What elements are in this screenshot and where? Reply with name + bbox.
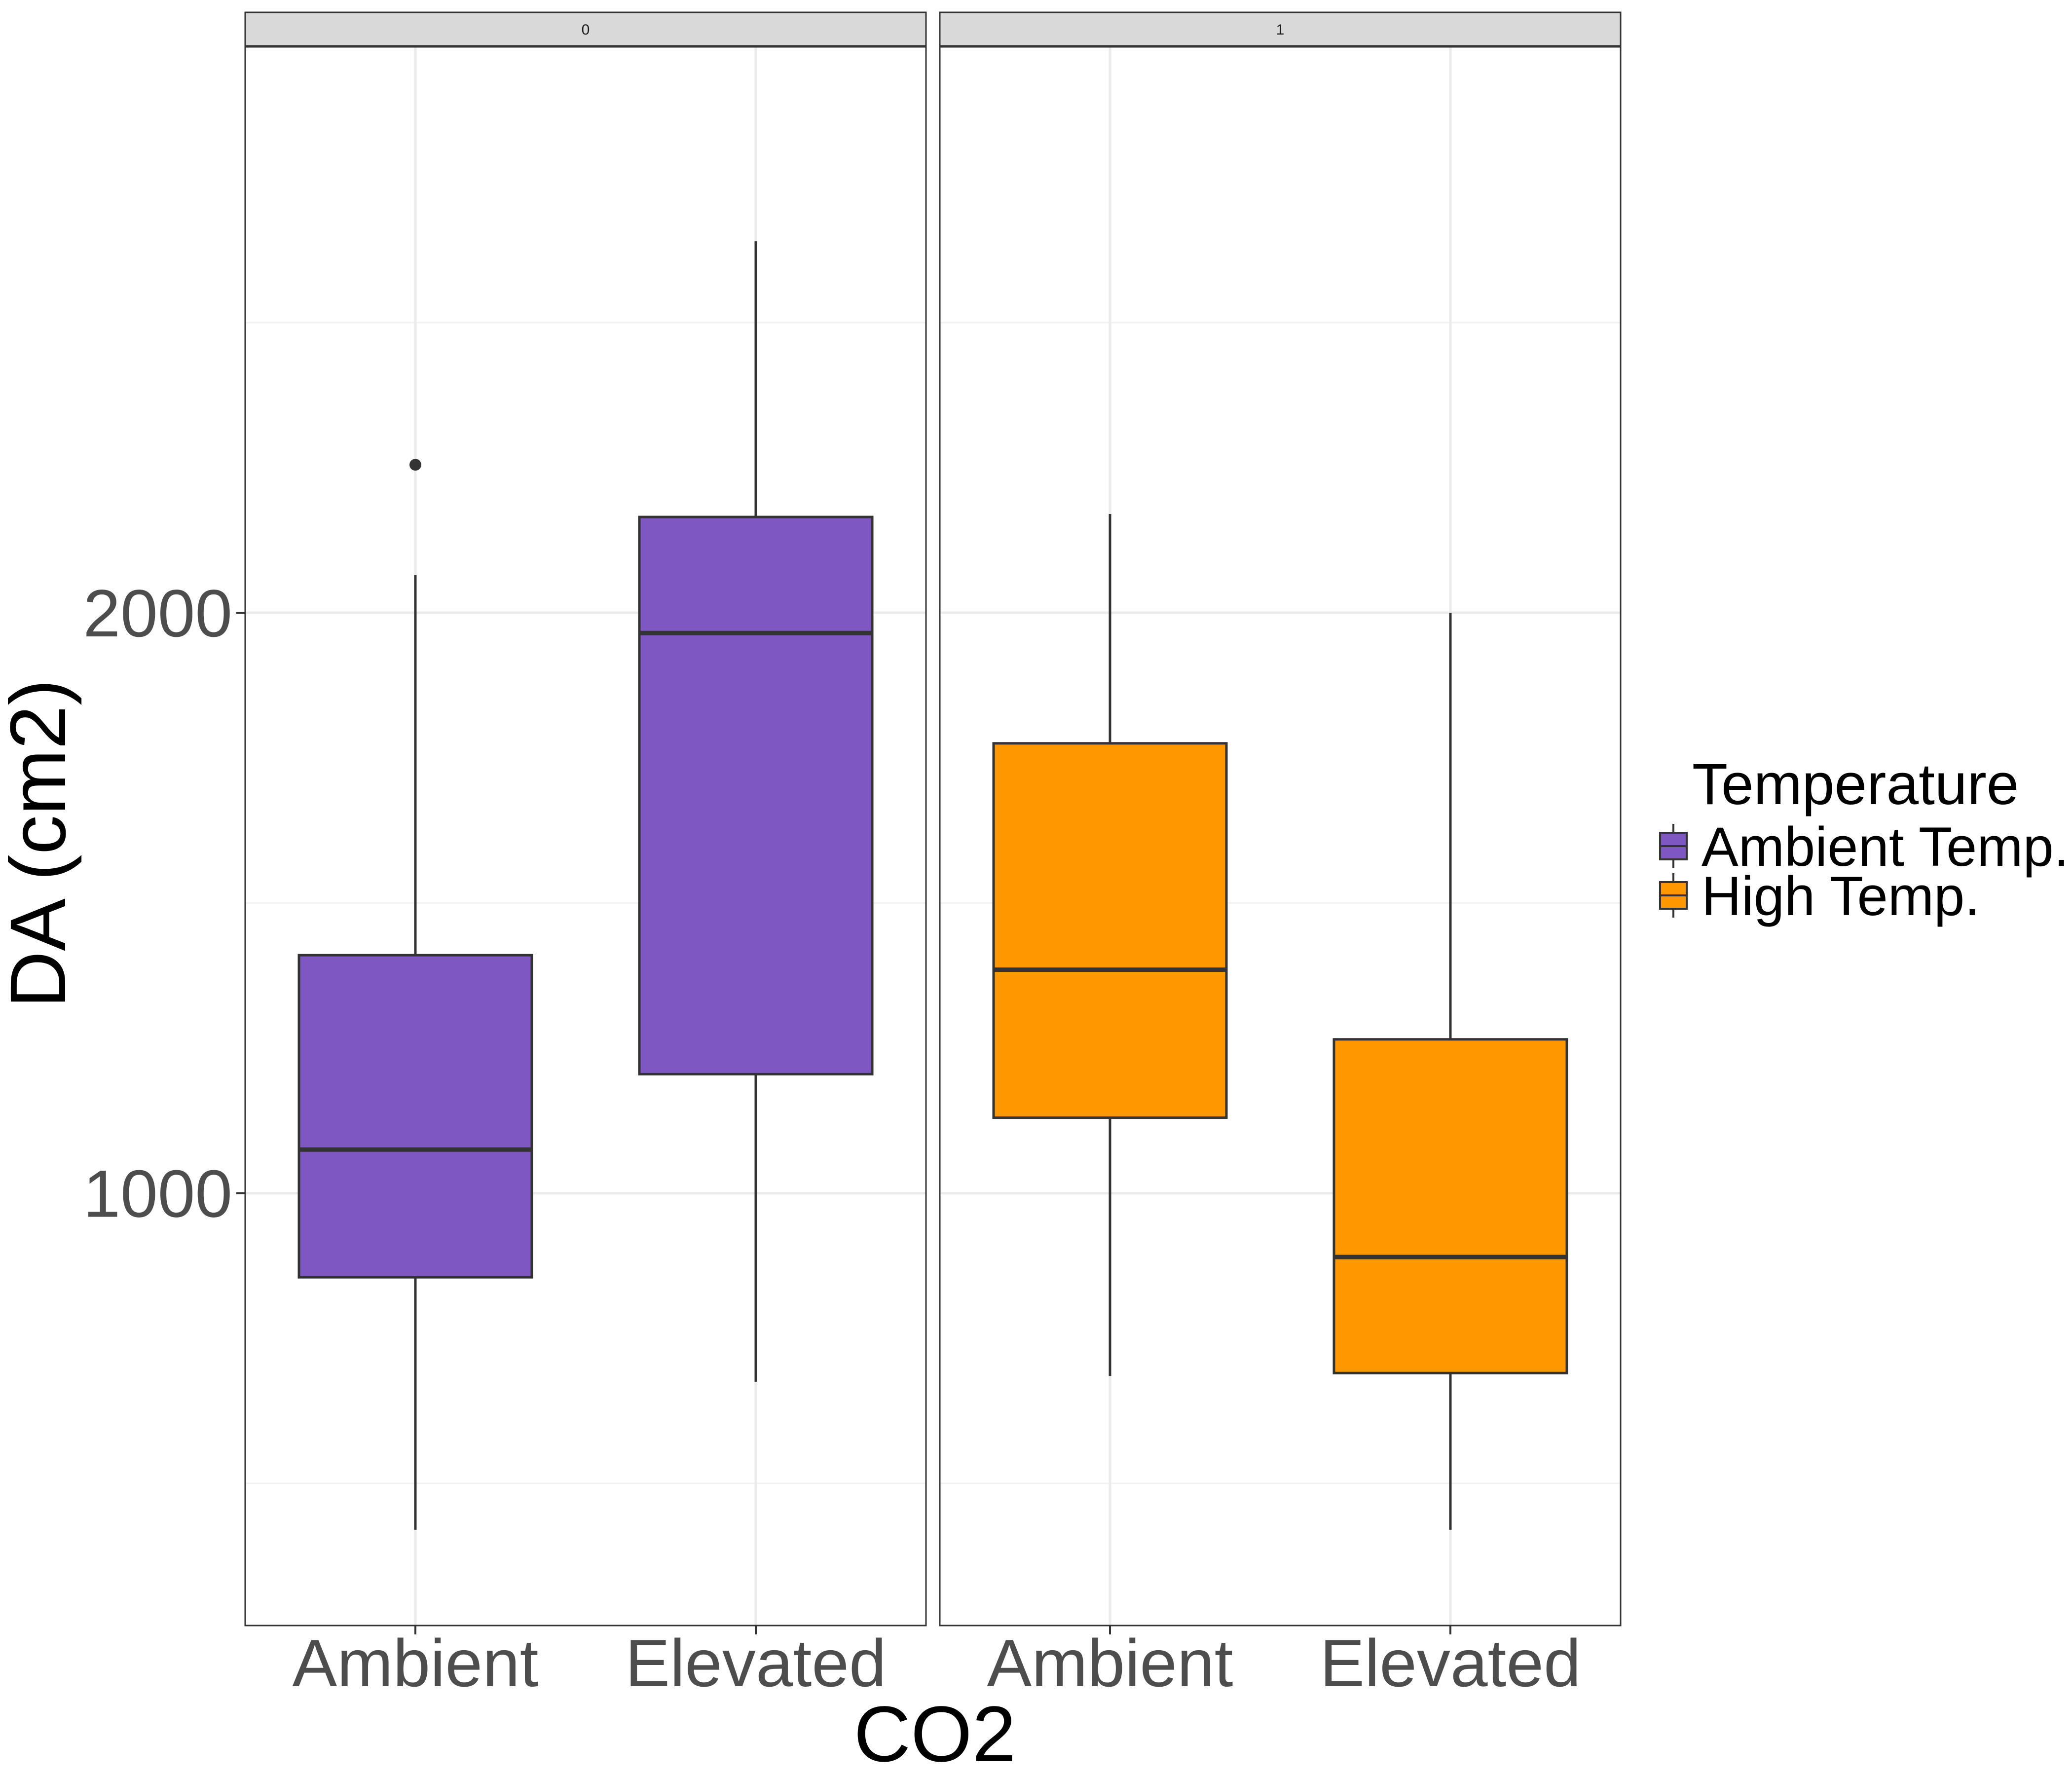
x-tick-label: Elevated [1320, 1626, 1581, 1701]
facet-panel-1: 1 Ambient Elevated [939, 11, 1622, 1701]
facet-panel-0: 0 Ambient Elevated [244, 11, 927, 1701]
box-iqr [1332, 1038, 1568, 1374]
facet-strip [244, 11, 927, 47]
facet-panels: 0 Ambient Elevated 1 Ambient Elevated [244, 11, 1622, 1701]
facet-strip [939, 11, 1622, 47]
box-0-ambient [297, 459, 533, 1530]
legend-entry-2: High Temp. [1659, 865, 1980, 927]
panel-border [939, 46, 1622, 1627]
y-axis: 1000 2000 [83, 576, 245, 1231]
box-1-ambient [992, 514, 1228, 1376]
facet-strip-label: 1 [1276, 22, 1285, 38]
legend-title: Temperature [1692, 752, 2019, 817]
legend-entry-label: Ambient Temp. [1702, 816, 2069, 878]
box-0-elevated [638, 241, 874, 1382]
y-tick-label: 1000 [83, 1156, 232, 1231]
x-tick-label: Ambient [987, 1626, 1233, 1701]
facet-strip-label: 0 [582, 22, 590, 38]
box-1-elevated [1332, 613, 1568, 1530]
y-axis-title: DA (cm2) [0, 679, 82, 1008]
box-iqr [638, 516, 874, 1075]
x-tick-label: Ambient [293, 1626, 539, 1701]
x-axis-title: CO2 [854, 1690, 1016, 1776]
x-tick-label: Elevated [625, 1626, 886, 1701]
legend-entry-label: High Temp. [1702, 865, 1980, 927]
box-iqr [297, 954, 533, 1279]
box-iqr [992, 742, 1228, 1119]
legend-entry-1: Ambient Temp. [1659, 816, 2069, 878]
outlier-point [409, 459, 421, 471]
y-tick-label: 2000 [83, 576, 232, 651]
panel-border [244, 46, 927, 1627]
